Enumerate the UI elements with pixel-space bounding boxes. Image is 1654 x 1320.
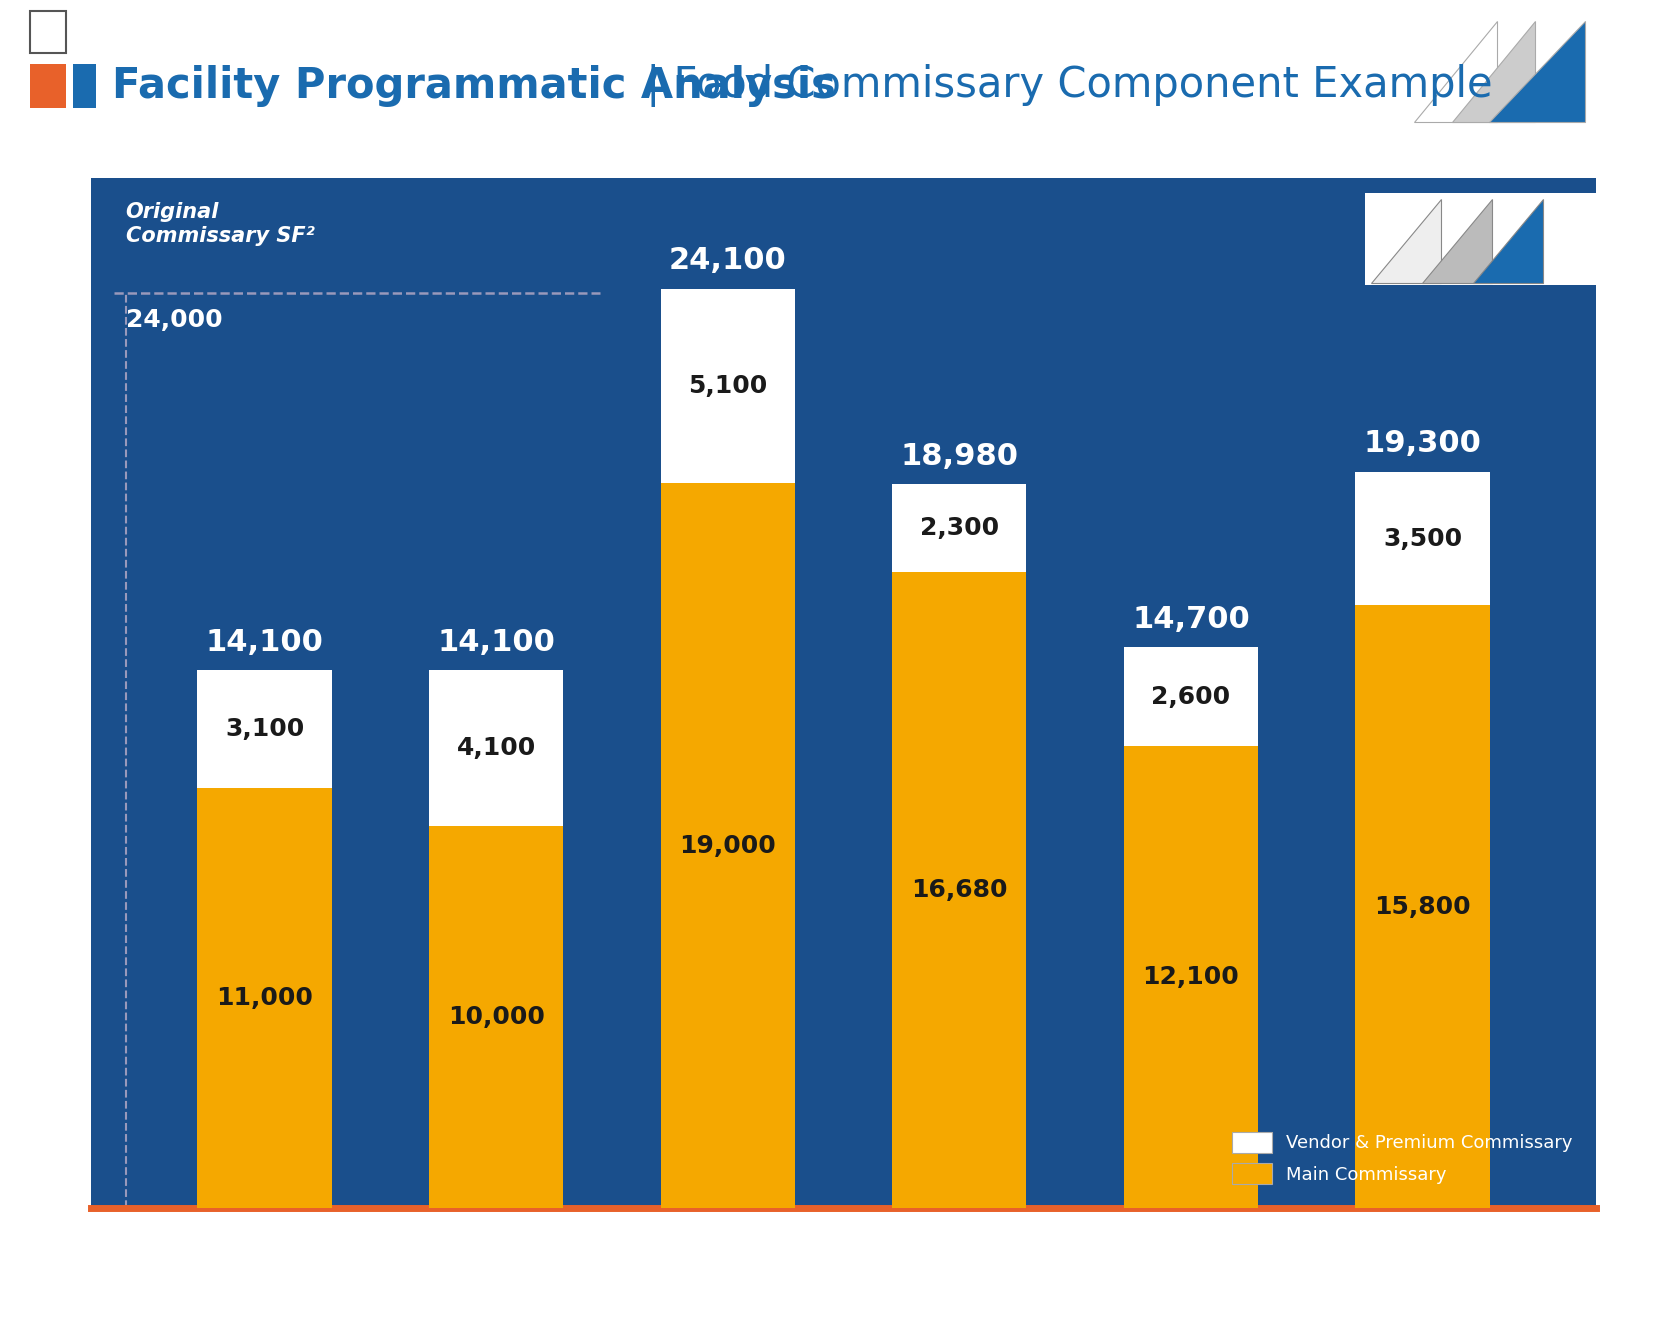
Bar xyxy=(1123,746,1259,1208)
Bar xyxy=(30,63,66,108)
Bar xyxy=(428,826,564,1208)
Bar xyxy=(892,572,1027,1208)
Text: 19,000: 19,000 xyxy=(680,833,776,858)
FancyBboxPatch shape xyxy=(1365,194,1608,285)
Bar xyxy=(660,483,796,1208)
Text: 10,000: 10,000 xyxy=(448,1005,544,1030)
Text: 3,100: 3,100 xyxy=(225,717,304,742)
Bar xyxy=(197,671,332,788)
Bar xyxy=(428,671,564,826)
Text: Original
Commissary SF²: Original Commissary SF² xyxy=(126,202,314,247)
Text: 5,100: 5,100 xyxy=(688,374,767,399)
Text: 19,300: 19,300 xyxy=(1363,429,1482,458)
Bar xyxy=(1355,606,1490,1208)
Text: 3,500: 3,500 xyxy=(1383,527,1462,550)
Text: Facility Programmatic Analysis: Facility Programmatic Analysis xyxy=(112,65,837,107)
Bar xyxy=(1398,11,1621,128)
Text: 14,100: 14,100 xyxy=(205,628,324,657)
Bar xyxy=(1123,647,1259,746)
Text: 2,600: 2,600 xyxy=(1151,685,1231,709)
Bar xyxy=(892,484,1027,572)
Text: 11,000: 11,000 xyxy=(217,986,313,1010)
Text: 18,980: 18,980 xyxy=(900,442,1019,471)
Text: 4,100: 4,100 xyxy=(457,737,536,760)
Bar xyxy=(1355,471,1490,606)
Polygon shape xyxy=(1489,21,1585,121)
Text: | Food Commissary Component Example: | Food Commissary Component Example xyxy=(633,65,1494,107)
Bar xyxy=(30,11,66,53)
Text: 15,800: 15,800 xyxy=(1374,895,1470,919)
Text: 2,300: 2,300 xyxy=(920,516,999,540)
Bar xyxy=(660,289,796,483)
Polygon shape xyxy=(1414,21,1497,121)
Text: 12,100: 12,100 xyxy=(1143,965,1239,989)
Text: 24,100: 24,100 xyxy=(668,247,787,276)
Text: 14,700: 14,700 xyxy=(1131,605,1250,634)
Legend: Vendor & Premium Commissary, Main Commissary: Vendor & Premium Commissary, Main Commis… xyxy=(1217,1117,1588,1199)
Polygon shape xyxy=(1422,199,1492,282)
Bar xyxy=(197,788,332,1208)
Polygon shape xyxy=(1452,21,1535,121)
Text: 16,680: 16,680 xyxy=(911,878,1007,902)
Text: 14,100: 14,100 xyxy=(437,628,556,657)
Polygon shape xyxy=(1474,199,1543,282)
Bar xyxy=(73,63,96,108)
Text: 24,000: 24,000 xyxy=(126,308,222,331)
Polygon shape xyxy=(1371,199,1441,282)
